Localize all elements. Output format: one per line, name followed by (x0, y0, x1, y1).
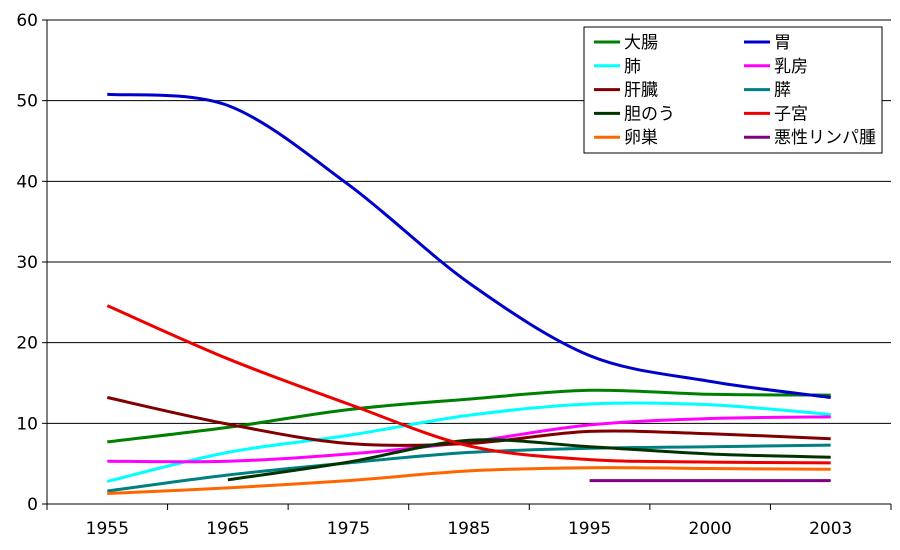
y-tick-label-10: 10 (16, 414, 38, 434)
x-tick-label-2000: 2000 (689, 519, 732, 539)
x-tick-label-1955: 1955 (86, 519, 129, 539)
x-tick-label-1975: 1975 (327, 519, 370, 539)
x-tick-label-2003: 2003 (809, 519, 852, 539)
series-7 (227, 438, 831, 482)
y-tick-label-40: 40 (16, 172, 38, 192)
y-tick-label-0: 0 (27, 495, 38, 515)
legend-label-6: 膵 (774, 81, 791, 101)
legend-label-4: 乳房 (774, 57, 808, 77)
x-tick-label-1985: 1985 (447, 519, 490, 539)
axes: 0 10 20 30 40 50 60 1955 1965 1975 1985 1995 2000 200… (16, 11, 892, 539)
x-tick-label-1995: 1995 (568, 519, 611, 539)
legend-box (583, 26, 883, 154)
series-3 (106, 401, 831, 483)
legend-label-8: 子宮 (774, 104, 808, 124)
legend-label-1: 大腸 (624, 33, 658, 53)
legend-label-7: 胆のう (624, 104, 675, 124)
legend-label-5: 肝臓 (624, 81, 658, 101)
series-4 (107, 415, 831, 464)
series-1 (107, 388, 831, 444)
legend-label-9: 卵巣 (624, 128, 658, 148)
series-8 (106, 304, 831, 465)
y-tick-label-30: 30 (16, 253, 38, 273)
legend-label-3: 肺 (624, 57, 641, 77)
series-line-7 (227, 438, 831, 482)
series-5 (106, 396, 831, 447)
y-tick-label-50: 50 (16, 92, 38, 112)
series-6 (107, 443, 831, 493)
series-lines (106, 92, 831, 495)
series-2 (107, 92, 831, 399)
legend-label-10: 悪性リンパ腫 (774, 128, 876, 148)
x-tick-label-1965: 1965 (206, 519, 249, 539)
series-9 (107, 466, 831, 495)
y-tick-label-60: 60 (16, 11, 38, 31)
y-tick-label-20: 20 (16, 334, 38, 354)
legend-label-2: 胃 (774, 33, 791, 53)
